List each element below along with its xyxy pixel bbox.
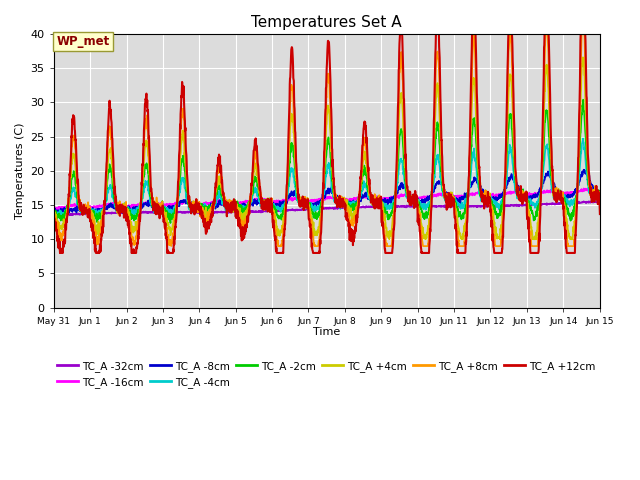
TC_A -16cm [554,189,561,195]
Line: TC_A -8cm: TC_A -8cm [54,167,636,215]
TC_A +8cm [554,188,561,194]
TC_A -8cm [50,208,58,214]
TC_A -4cm [56,215,64,220]
TC_A +4cm [385,236,393,242]
TC_A +12cm [396,31,404,37]
TC_A -8cm [520,194,528,200]
TC_A -2cm [520,195,528,201]
TC_A +4cm [50,211,58,217]
TC_A -8cm [108,204,116,210]
TC_A -16cm [108,200,116,206]
TC_A +4cm [380,212,388,218]
TC_A -4cm [632,190,639,196]
Line: TC_A -32cm: TC_A -32cm [54,200,636,216]
Line: TC_A +4cm: TC_A +4cm [54,52,636,239]
TC_A -32cm [520,203,528,208]
TC_A -32cm [51,213,59,219]
TC_A -32cm [554,201,561,207]
TC_A -4cm [624,191,632,197]
TC_A +4cm [554,191,561,197]
TC_A +12cm [50,209,58,215]
TC_A -16cm [234,200,241,206]
TC_A -8cm [234,204,241,210]
TC_A -32cm [618,197,625,203]
Y-axis label: Temperatures (C): Temperatures (C) [15,122,25,219]
TC_A -32cm [234,209,241,215]
TC_A -4cm [520,195,528,201]
TC_A +8cm [274,243,282,249]
TC_A -16cm [618,185,626,191]
TC_A -2cm [108,174,116,180]
Line: TC_A +8cm: TC_A +8cm [54,34,636,246]
Line: TC_A -4cm: TC_A -4cm [54,138,636,217]
Line: TC_A -2cm: TC_A -2cm [54,98,636,223]
TC_A +4cm [234,208,241,214]
TC_A +8cm [470,31,477,37]
TC_A -2cm [554,194,561,200]
TC_A +4cm [108,160,116,166]
TC_A +8cm [380,222,388,228]
TC_A -8cm [554,189,561,194]
TC_A -32cm [108,210,116,216]
TC_A +12cm [380,235,388,241]
TC_A +8cm [521,194,529,200]
TC_A +12cm [554,194,561,200]
TC_A -16cm [520,191,528,196]
TC_A -8cm [380,200,388,205]
TC_A -4cm [615,135,623,141]
TC_A -16cm [624,187,632,192]
TC_A +4cm [624,190,632,196]
TC_A +12cm [624,191,632,197]
Text: WP_met: WP_met [56,35,109,48]
TC_A +8cm [50,213,58,219]
TC_A +12cm [108,135,116,141]
TC_A -4cm [234,204,241,210]
TC_A -4cm [108,190,116,195]
TC_A -8cm [632,193,639,199]
TC_A -2cm [632,187,639,193]
TC_A -8cm [624,180,632,185]
TC_A -2cm [166,220,174,226]
TC_A -16cm [53,206,61,212]
TC_A +8cm [624,189,632,194]
Line: TC_A -16cm: TC_A -16cm [54,188,636,209]
TC_A +12cm [56,250,64,256]
TC_A +4cm [520,191,528,197]
TC_A -2cm [234,204,241,209]
TC_A -32cm [632,198,639,204]
X-axis label: Time: Time [313,327,340,337]
TC_A +12cm [234,214,241,219]
TC_A +12cm [521,192,529,198]
TC_A -16cm [632,188,639,193]
TC_A -4cm [380,204,388,209]
Line: TC_A +12cm: TC_A +12cm [54,34,636,253]
TC_A +8cm [108,146,116,152]
TC_A -2cm [50,208,58,214]
TC_A -2cm [616,95,624,101]
TC_A -2cm [380,208,388,214]
TC_A +8cm [234,209,241,215]
TC_A -2cm [624,190,632,196]
Title: Temperatures Set A: Temperatures Set A [252,15,402,30]
TC_A -32cm [624,198,632,204]
TC_A +12cm [632,185,639,191]
TC_A -4cm [554,193,561,199]
TC_A +8cm [632,190,639,195]
TC_A +4cm [616,49,623,55]
TC_A +4cm [632,189,639,194]
TC_A -32cm [50,213,58,218]
TC_A -4cm [50,210,58,216]
TC_A -16cm [380,196,388,202]
TC_A -8cm [58,212,65,218]
TC_A -32cm [380,204,388,209]
TC_A -16cm [50,205,58,211]
Legend: TC_A -32cm, TC_A -16cm, TC_A -8cm, TC_A -4cm, TC_A -2cm, TC_A +4cm, TC_A +8cm, T: TC_A -32cm, TC_A -16cm, TC_A -8cm, TC_A … [53,357,600,392]
TC_A -8cm [616,164,624,170]
